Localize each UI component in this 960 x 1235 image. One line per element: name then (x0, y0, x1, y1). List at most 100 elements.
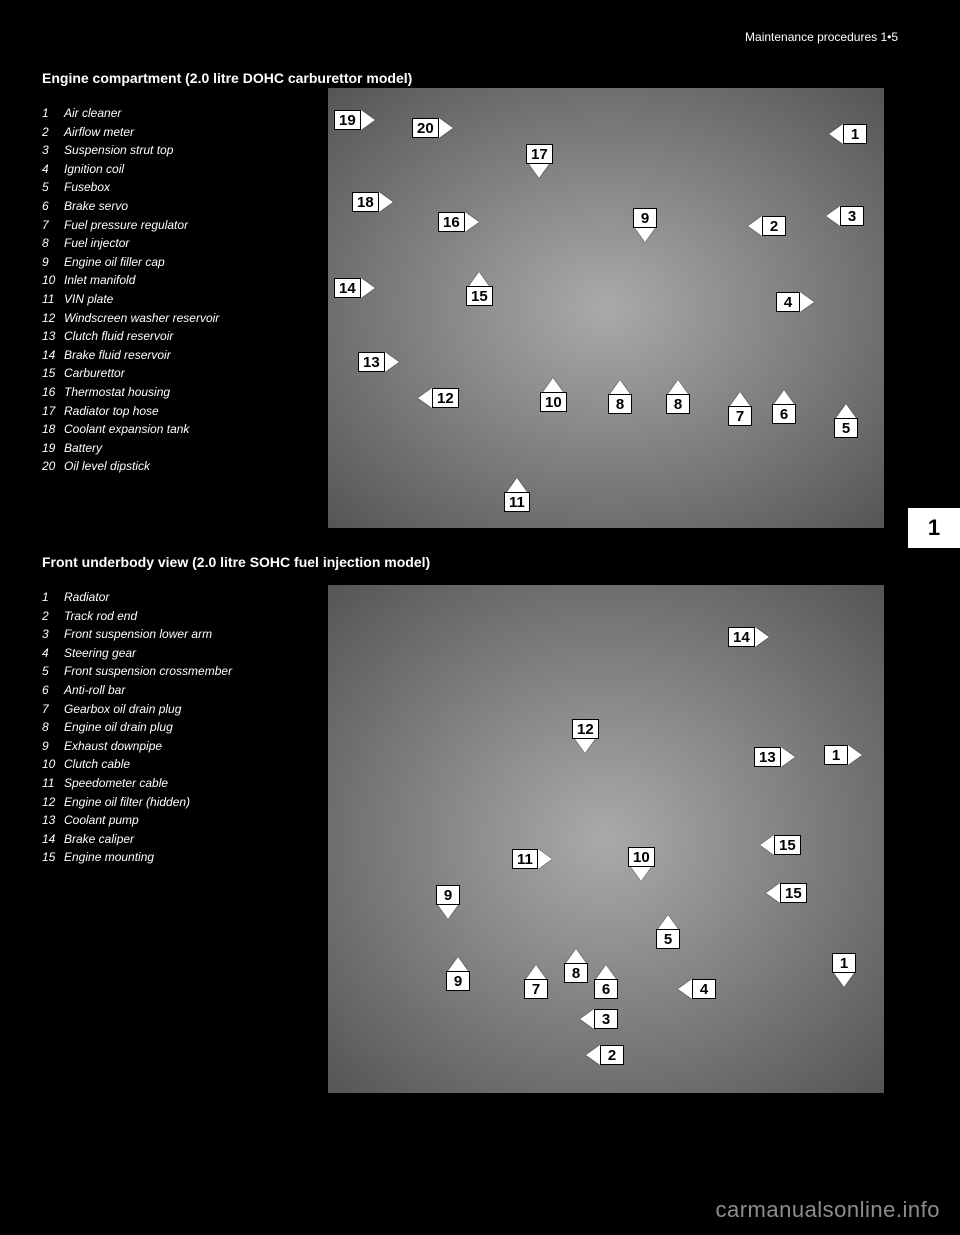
legend-item: 14Brake fluid reservoir (42, 346, 312, 365)
callout-arrow-down (631, 867, 651, 881)
legend-item: 3Suspension strut top (42, 141, 312, 160)
callout-13: 13 (754, 747, 795, 767)
callout-arrow-left (829, 124, 843, 144)
callout-arrow-right (538, 849, 552, 869)
legend-item-number: 17 (42, 402, 64, 421)
legend-item-text: Battery (64, 439, 102, 458)
callout-8: 8 (666, 380, 690, 414)
callout-box: 13 (358, 352, 385, 372)
legend-item-number: 13 (42, 811, 64, 830)
callout-13: 13 (358, 352, 399, 372)
callout-7: 7 (524, 965, 548, 999)
callout-arrow-up (774, 390, 794, 404)
legend-item-text: Front suspension crossmember (64, 662, 232, 681)
legend-item: 5Fusebox (42, 178, 312, 197)
callout-17: 17 (526, 144, 553, 178)
legend-item: 2Track rod end (42, 607, 312, 626)
callout-7: 7 (728, 392, 752, 426)
section-1-title: Engine compartment (2.0 litre DOHC carbu… (42, 70, 412, 86)
legend-item-text: Suspension strut top (64, 141, 173, 160)
legend-item-text: Air cleaner (64, 104, 121, 123)
callout-2: 2 (748, 216, 786, 236)
callout-arrow-left (760, 835, 774, 855)
callout-box: 14 (334, 278, 361, 298)
callout-arrow-right (848, 745, 862, 765)
callout-box: 12 (432, 388, 459, 408)
callout-arrow-right (385, 352, 399, 372)
legend-item: 11VIN plate (42, 290, 312, 309)
callout-box: 9 (436, 885, 460, 905)
callout-12: 12 (572, 719, 599, 753)
callout-box: 8 (666, 394, 690, 414)
callout-arrow-down (529, 164, 549, 178)
legend-item: 15Carburettor (42, 364, 312, 383)
legend-item: 16Thermostat housing (42, 383, 312, 402)
callout-3: 3 (826, 206, 864, 226)
callout-box: 4 (692, 979, 716, 999)
callout-arrow-up (658, 915, 678, 929)
callout-box: 15 (774, 835, 801, 855)
legend-item-number: 15 (42, 848, 64, 867)
legend-item-number: 2 (42, 123, 64, 142)
legend-item: 7Gearbox oil drain plug (42, 700, 312, 719)
callout-arrow-left (418, 388, 432, 408)
legend-item: 10Clutch cable (42, 755, 312, 774)
legend-item-text: Brake fluid reservoir (64, 346, 171, 365)
legend-item-text: Exhaust downpipe (64, 737, 162, 756)
callout-10: 10 (628, 847, 655, 881)
legend-item-text: Track rod end (64, 607, 137, 626)
callout-box: 7 (728, 406, 752, 426)
legend-item: 9Exhaust downpipe (42, 737, 312, 756)
legend-item: 13Clutch fluid reservoir (42, 327, 312, 346)
legend-item: 1Air cleaner (42, 104, 312, 123)
legend-item-number: 6 (42, 681, 64, 700)
legend-item-number: 11 (42, 290, 64, 309)
callout-box: 15 (780, 883, 807, 903)
legend-item-text: Coolant pump (64, 811, 139, 830)
callout-11: 11 (504, 478, 530, 512)
callout-12: 12 (418, 388, 459, 408)
page-label: Maintenance procedures 1•5 (745, 30, 898, 44)
section-2-title: Front underbody view (2.0 litre SOHC fue… (42, 554, 430, 570)
legend-item-text: Windscreen washer reservoir (64, 309, 219, 328)
legend-item-text: Coolant expansion tank (64, 420, 189, 439)
callout-arrow-up (566, 949, 586, 963)
legend-item-text: Airflow meter (64, 123, 134, 142)
legend-item-number: 19 (42, 439, 64, 458)
callout-arrow-down (635, 228, 655, 242)
legend-item-text: Engine mounting (64, 848, 154, 867)
callout-5: 5 (656, 915, 680, 949)
callout-arrow-down (575, 739, 595, 753)
legend-item-number: 9 (42, 737, 64, 756)
legend-item-text: Radiator (64, 588, 109, 607)
callout-arrow-up (526, 965, 546, 979)
legend-item-text: Anti-roll bar (64, 681, 125, 700)
callout-arrow-up (448, 957, 468, 971)
callout-arrow-up (610, 380, 630, 394)
callout-arrow-left (580, 1009, 594, 1029)
callout-arrow-up (836, 404, 856, 418)
callout-3: 3 (580, 1009, 618, 1029)
callout-arrow-right (781, 747, 795, 767)
callout-box: 17 (526, 144, 553, 164)
callout-box: 18 (352, 192, 379, 212)
legend-item: 3Front suspension lower arm (42, 625, 312, 644)
callout-box: 6 (594, 979, 618, 999)
legend-item-text: Inlet manifold (64, 271, 135, 290)
callout-box: 1 (824, 745, 848, 765)
legend-item-number: 7 (42, 700, 64, 719)
legend-item-text: Clutch fluid reservoir (64, 327, 173, 346)
callout-8: 8 (608, 380, 632, 414)
legend-item-number: 8 (42, 718, 64, 737)
legend-item-text: Carburettor (64, 364, 125, 383)
callout-1: 1 (829, 124, 867, 144)
legend-item-text: Front suspension lower arm (64, 625, 212, 644)
legend-item-text: Brake servo (64, 197, 128, 216)
callout-arrow-up (543, 378, 563, 392)
callout-box: 13 (754, 747, 781, 767)
callout-1: 1 (832, 953, 856, 987)
legend-item: 15Engine mounting (42, 848, 312, 867)
legend-item: 5Front suspension crossmember (42, 662, 312, 681)
legend-item-number: 10 (42, 271, 64, 290)
callout-arrow-right (755, 627, 769, 647)
